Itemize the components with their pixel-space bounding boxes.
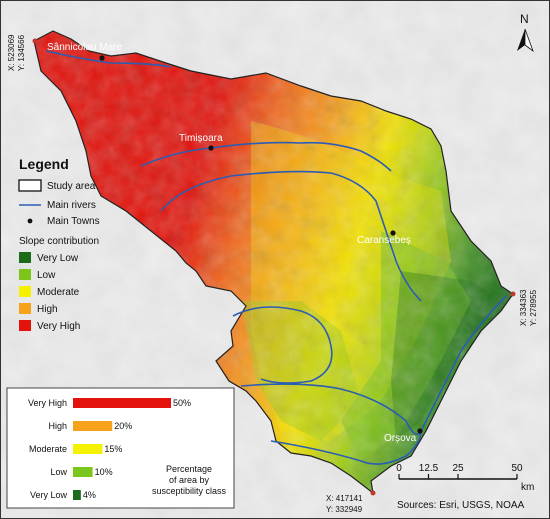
bar-chart-bars: Very High 50% High 20% Moderate 15% Low 10% Very… xyxy=(28,398,191,500)
legend-class-low: Low xyxy=(37,270,56,281)
town-label-timisoara: Timișoara xyxy=(179,133,223,144)
corner-marker-top-left xyxy=(32,38,38,44)
legend-swatch-very-low xyxy=(19,252,31,263)
town-point-timisoara xyxy=(208,145,214,151)
bar-moderate xyxy=(73,444,103,454)
susceptibility-bar-chart: Very High 50% High 20% Moderate 15% Low 10% Very… xyxy=(6,387,235,509)
legend-class-very-low: Very Low xyxy=(37,253,79,264)
bar-value-very-low: 4% xyxy=(83,490,96,500)
bar-value-moderate: 15% xyxy=(104,444,122,454)
river-bega xyxy=(140,141,392,172)
town-point-sannicolau xyxy=(99,55,105,61)
north-arrow: N xyxy=(517,12,534,53)
scale-bar-unit: km xyxy=(521,482,534,493)
scale-tick-label-0: 0 xyxy=(396,463,402,474)
bar-value-very-high: 50% xyxy=(173,398,191,408)
town-label-caransebes: Caransebeș xyxy=(357,235,411,246)
coord-right-y: Y: 278955 xyxy=(529,289,538,326)
river-timis xyxy=(160,170,422,302)
legend-title: Legend xyxy=(19,156,69,172)
coord-top-left-y: Y: 134566 xyxy=(17,34,26,71)
coord-top-left-x: X: 523069 xyxy=(7,34,16,71)
bar-label-very-high: Very High xyxy=(28,398,67,408)
legend-swatch-moderate xyxy=(19,286,31,297)
town-labels: Sânnicolau Mare Timișoara Caransebeș Orș… xyxy=(47,42,417,444)
legend-class-high: High xyxy=(37,304,58,315)
coord-right-x: X: 334363 xyxy=(519,289,528,326)
bar-chart-caption-line-2: of area by xyxy=(169,475,210,485)
river-cerna xyxy=(240,295,507,436)
corner-marker-right xyxy=(510,291,516,297)
legend-label-rivers: Main rivers xyxy=(47,200,96,211)
coord-bottom-x: X: 417141 xyxy=(326,494,363,503)
legend-class-moderate: Moderate xyxy=(37,287,80,298)
bar-very-high xyxy=(73,398,171,408)
bar-chart-caption-line-3: susceptibility class xyxy=(152,486,227,496)
bar-low xyxy=(73,467,93,477)
bar-label-very-low: Very Low xyxy=(30,490,68,500)
north-arrow-left-half xyxy=(517,29,525,51)
legend-label-towns: Main Towns xyxy=(47,216,100,227)
legend-label-study-area: Study area xyxy=(47,181,96,192)
corner-marker-bottom xyxy=(370,490,376,496)
town-point-caransebes xyxy=(390,230,396,236)
scale-bar: 0 12.5 25 50 km xyxy=(396,463,534,493)
river-aranca xyxy=(45,50,172,68)
town-label-sannicolau: Sânnicolau Mare xyxy=(47,42,122,53)
bar-label-high: High xyxy=(48,421,67,431)
north-arrow-label: N xyxy=(520,12,529,26)
scale-bar-ticks: 0 12.5 25 50 xyxy=(396,463,523,480)
scale-tick-label-2: 25 xyxy=(452,463,464,474)
bar-very-low xyxy=(73,490,81,500)
legend-symbol-study-area xyxy=(18,179,42,192)
legend-swatch-low xyxy=(19,269,31,280)
sources-text: Sources: Esri, USGS, NOAA xyxy=(397,500,525,511)
legend-slope-title: Slope contribution xyxy=(19,236,99,247)
town-point-orsova xyxy=(417,428,423,434)
scale-tick-label-1: 12.5 xyxy=(419,463,439,474)
river-danube xyxy=(270,430,422,465)
scale-tick-label-3: 50 xyxy=(511,463,523,474)
legend-symbol-towns xyxy=(27,218,33,224)
legend: Legend Study area Main rivers Main Towns… xyxy=(18,156,100,332)
town-points xyxy=(99,55,423,434)
legend-swatch-very-high xyxy=(19,320,31,331)
bar-value-low: 10% xyxy=(95,467,113,477)
north-arrow-right-half xyxy=(524,28,534,53)
legend-class-very-high: Very High xyxy=(37,321,80,332)
bar-label-low: Low xyxy=(50,467,67,477)
river-pogonis xyxy=(232,306,333,384)
coordinate-labels: X: 523069 Y: 134566 X: 334363 Y: 278955 … xyxy=(7,34,538,514)
town-label-orsova: Orșova xyxy=(384,433,417,444)
legend-swatch-high xyxy=(19,303,31,314)
bar-label-moderate: Moderate xyxy=(29,444,67,454)
main-rivers xyxy=(45,50,507,465)
coord-bottom-y: Y: 332949 xyxy=(326,505,363,514)
bar-chart-caption-line-1: Percentage xyxy=(166,464,212,474)
bar-high xyxy=(73,421,113,431)
bar-value-high: 20% xyxy=(114,421,132,431)
